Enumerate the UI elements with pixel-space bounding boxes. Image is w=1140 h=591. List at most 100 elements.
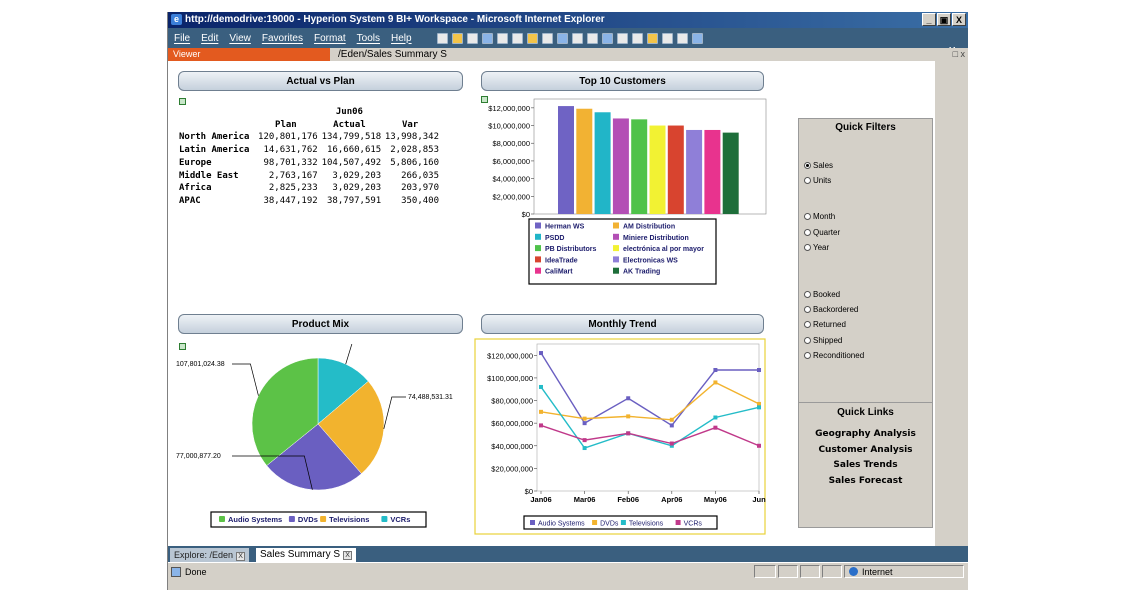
- new-document-icon[interactable]: [436, 32, 448, 44]
- filter-icon[interactable]: [631, 32, 643, 44]
- viewer-tab[interactable]: Viewer: [168, 48, 330, 61]
- radio-label: Year: [813, 243, 830, 252]
- viewer-controls[interactable]: □ x: [952, 49, 965, 59]
- radio-year[interactable]: Year: [804, 243, 829, 252]
- cell-actual: 104,507,492: [321, 157, 382, 168]
- status-cell: [754, 565, 776, 578]
- radio-returned[interactable]: Returned: [804, 320, 846, 329]
- close-tab-icon[interactable]: X: [236, 552, 246, 561]
- edit-icon[interactable]: [496, 32, 508, 44]
- menu-tools[interactable]: Tools: [356, 32, 381, 44]
- link-sales-forecast[interactable]: Sales Forecast: [828, 476, 903, 486]
- help-icon[interactable]: [601, 32, 613, 44]
- radio-units[interactable]: Units: [804, 176, 831, 185]
- row-region: Africa: [179, 183, 212, 194]
- legend-swatch: [219, 516, 225, 522]
- menu-file[interactable]: File: [174, 32, 191, 44]
- radio-dot[interactable]: [804, 306, 811, 313]
- status-cell: [822, 565, 842, 578]
- radio-shipped[interactable]: Shipped: [804, 336, 842, 345]
- radio-dot[interactable]: [804, 337, 811, 344]
- table-row: North America 120,801,176 134,799,518 13…: [179, 131, 439, 144]
- minimize-button[interactable]: _: [922, 13, 936, 26]
- export-icon[interactable]: [511, 32, 523, 44]
- menu-view[interactable]: View: [229, 32, 251, 44]
- legend-swatch: [675, 520, 681, 525]
- radio-dot[interactable]: [804, 177, 811, 184]
- link-geography-analysis[interactable]: Geography Analysis: [815, 429, 916, 439]
- close-tab-icon[interactable]: X: [343, 551, 353, 560]
- pie-value-label: 77,000,877.20: [176, 453, 221, 460]
- y-tick-label: $20,000,000: [491, 464, 533, 473]
- pie-value-label: 74,488,531.31: [408, 394, 453, 401]
- close-button[interactable]: X: [952, 13, 966, 26]
- data-point: [757, 401, 761, 406]
- grid-icon[interactable]: [556, 32, 568, 44]
- radio-backordered[interactable]: Backordered: [804, 305, 858, 314]
- radio-dot[interactable]: [804, 244, 811, 251]
- home-icon[interactable]: [541, 32, 553, 44]
- radio-dot[interactable]: [804, 321, 811, 328]
- legend-label: CaliMart: [545, 269, 573, 276]
- y-tick-label: $60,000,000: [491, 419, 533, 428]
- data-point: [582, 446, 587, 451]
- radio-dot[interactable]: [804, 162, 811, 169]
- tab-explore[interactable]: Explore: /Eden X: [170, 548, 250, 562]
- top-customers-expand-icon[interactable]: [481, 96, 488, 103]
- data-point: [539, 409, 543, 414]
- cell-actual: 38,797,591: [327, 195, 382, 206]
- radio-sales[interactable]: Sales: [804, 161, 833, 170]
- pie-legend-frame: [210, 511, 427, 528]
- right-scroll-band[interactable]: [935, 61, 968, 546]
- radio-dot[interactable]: [804, 213, 811, 220]
- legend-label: AK Trading: [623, 269, 660, 276]
- menu-favorites[interactable]: Favorites: [261, 32, 303, 44]
- search-icon[interactable]: [481, 32, 493, 44]
- open-folder-icon[interactable]: [451, 32, 463, 44]
- product-mix-expand-icon[interactable]: [179, 343, 186, 350]
- layout-icon[interactable]: [616, 32, 628, 44]
- cell-plan: 14,631,762: [263, 145, 318, 156]
- bookmark-icon[interactable]: [646, 32, 658, 44]
- link-customer-analysis[interactable]: Customer Analysis: [818, 445, 913, 455]
- radio-quarter[interactable]: Quarter: [804, 228, 840, 237]
- menu-format[interactable]: Format: [313, 32, 346, 44]
- row-region: North America: [179, 132, 250, 143]
- menu-edit[interactable]: Edit: [201, 32, 219, 44]
- radio-month[interactable]: Month: [804, 212, 835, 221]
- radio-dot[interactable]: [804, 352, 811, 359]
- print-icon[interactable]: [466, 32, 478, 44]
- maximize-button[interactable]: ▣: [937, 13, 951, 26]
- top-customers-chart: $0 $2,000,000 $4,000,000 $6,000,000 $8,000,0…: [488, 98, 767, 285]
- radio-label: Shipped: [813, 336, 843, 345]
- monthly-trend-title: Monthly Trend: [481, 314, 764, 334]
- line-legend-frame: [523, 515, 718, 530]
- radio-booked[interactable]: Booked: [804, 290, 840, 299]
- cell-var: 266,035: [401, 170, 439, 181]
- options-icon[interactable]: [691, 32, 703, 44]
- actual-vs-plan-expand-icon[interactable]: [179, 98, 186, 105]
- window-icon[interactable]: [661, 32, 673, 44]
- table-row: Latin America 14,631,762 16,660,615 2,02…: [179, 144, 439, 157]
- x-tick-label: May06: [704, 495, 727, 504]
- data-point: [757, 443, 761, 448]
- link-sales-trends[interactable]: Sales Trends: [833, 460, 898, 470]
- ie-icon: e: [171, 14, 182, 25]
- radio-dot[interactable]: [804, 229, 811, 236]
- menu-help[interactable]: Help: [391, 32, 412, 44]
- globe-icon: [849, 567, 858, 576]
- radio-reconditioned[interactable]: Reconditioned: [804, 351, 864, 360]
- top-customers-title: Top 10 Customers: [481, 71, 764, 91]
- radio-dot[interactable]: [804, 291, 811, 298]
- refresh-icon[interactable]: [526, 32, 538, 44]
- chart-icon[interactable]: [586, 32, 598, 44]
- data-point: [582, 416, 587, 421]
- row-region: APAC: [179, 195, 201, 206]
- tools-icon[interactable]: [676, 32, 688, 44]
- bar: [649, 125, 666, 214]
- table-icon[interactable]: [571, 32, 583, 44]
- cell-actual: 134,799,518: [321, 132, 382, 143]
- data-point: [713, 368, 718, 373]
- series-line: [540, 352, 759, 427]
